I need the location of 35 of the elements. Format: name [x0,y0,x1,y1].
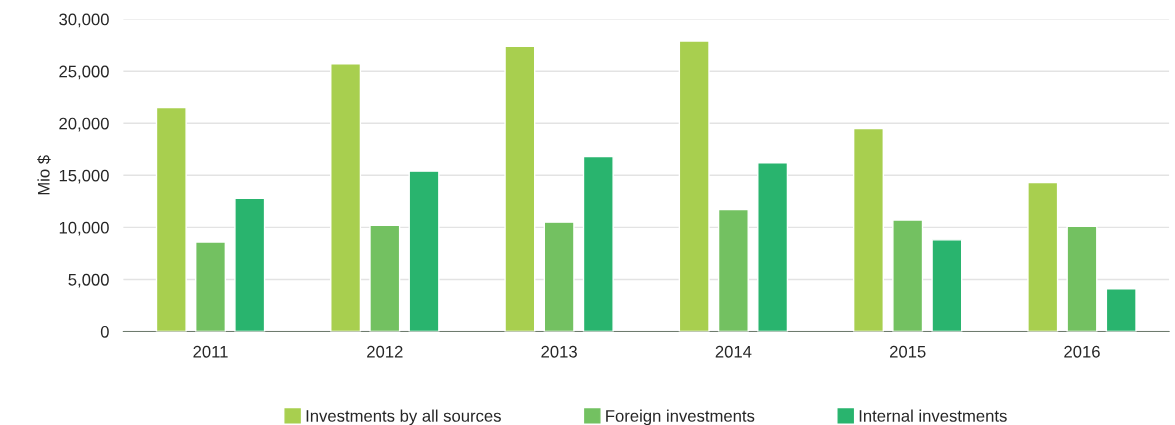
legend-label: Foreign investments [606,409,755,425]
x-tick-label: 2011 [193,345,228,358]
y-tick-label: 30,000 [59,13,109,28]
legend-label: Investments by all sources [306,409,501,425]
bar [1105,288,1137,332]
y-tick-label: 0 [100,325,109,338]
bar [717,208,749,332]
bar [931,239,963,332]
y-tick-label: 20,000 [59,117,109,132]
bar [1027,181,1059,332]
bar [678,40,710,332]
bar [195,241,227,332]
x-tick-label: 2013 [541,345,577,358]
bar [543,221,575,332]
bar [369,224,401,332]
x-tick-label: 2015 [889,345,926,358]
bar [504,45,536,332]
bar [408,170,440,332]
x-tick-label: 2016 [1064,345,1100,358]
bar [330,63,362,332]
x-tick-label: 2014 [715,345,752,358]
y-tick-label: 25,000 [59,65,109,80]
bar [1066,225,1098,332]
bar [892,219,924,332]
x-tick-label: 2012 [367,345,403,358]
bar [155,106,187,332]
bar [757,162,789,332]
y-tick-label: 10,000 [59,221,109,236]
y-axis-title: Mio $ [37,155,51,195]
y-tick-label: 15,000 [59,169,109,184]
bar [234,197,266,332]
legend-label: Internal investments [859,409,1007,422]
y-tick-label: 5,000 [68,273,109,288]
bar [852,127,884,332]
bar [582,155,614,332]
